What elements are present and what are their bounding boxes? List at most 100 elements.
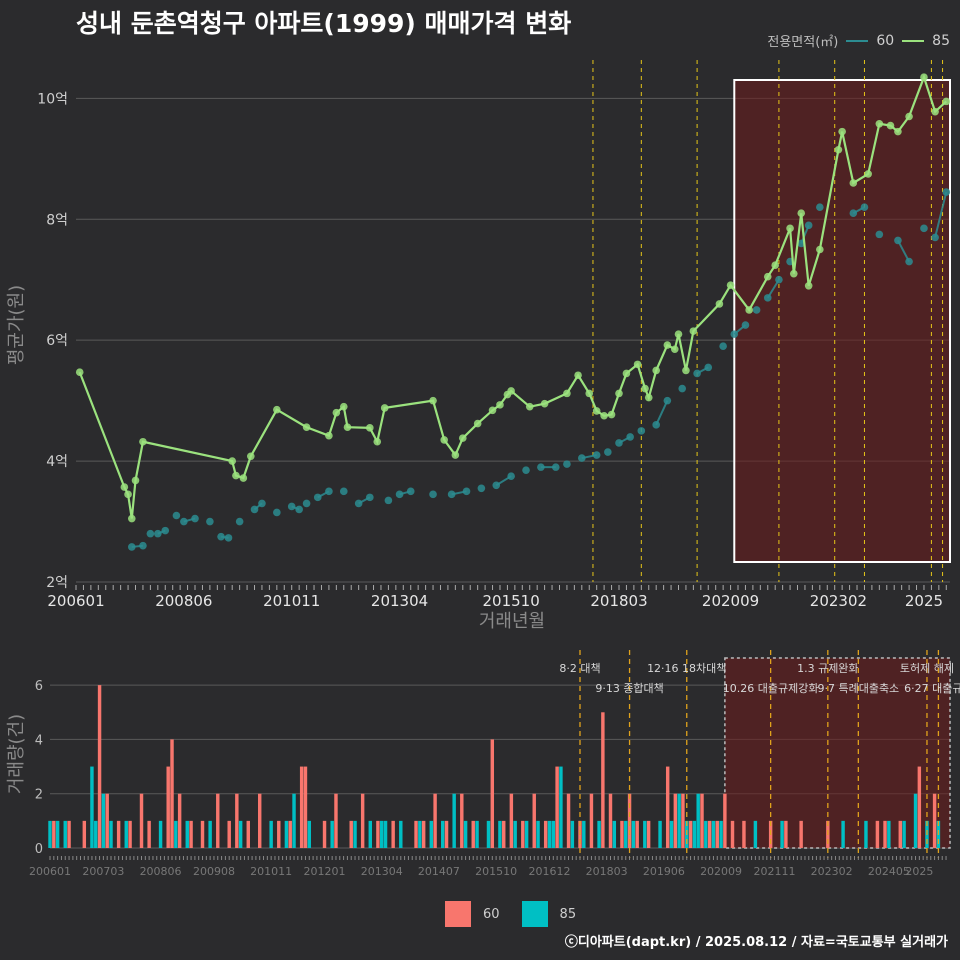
data-point-85 [607, 410, 616, 419]
data-point-60 [563, 460, 571, 468]
legend-label-60: 60 [876, 32, 895, 49]
series-segment-60 [655, 400, 669, 426]
data-point-60 [931, 233, 939, 242]
data-point-60 [492, 481, 501, 490]
bar-85 [559, 766, 563, 848]
x-tick-label-top: 200601 [47, 592, 104, 610]
data-point-85 [622, 369, 631, 378]
data-point-85 [120, 483, 129, 491]
data-point-60 [522, 466, 530, 474]
data-point-60 [354, 499, 363, 508]
data-point-60 [127, 543, 136, 551]
bar-60 [235, 793, 239, 848]
data-point-60 [287, 502, 296, 511]
series-segment-60 [495, 475, 512, 487]
data-point-60 [894, 236, 902, 245]
data-point-60 [719, 342, 727, 351]
bar-60 [665, 766, 670, 848]
x-tick-label-top: 202009 [702, 592, 759, 610]
bar-60 [875, 820, 880, 848]
bar-60 [139, 793, 144, 848]
bar-85 [174, 820, 178, 848]
bar-85 [936, 820, 941, 848]
bar-85 [570, 820, 575, 848]
bar-60 [502, 820, 506, 848]
data-point-85 [905, 112, 913, 121]
data-point-60 [258, 499, 266, 508]
x-tick-label-top: 200806 [155, 592, 212, 610]
legend-bottom: 60 85 [445, 901, 576, 927]
data-point-85 [525, 402, 534, 411]
bar-85 [330, 820, 334, 848]
data-point-60 [447, 490, 456, 499]
bar-60 [227, 820, 231, 848]
data-point-85 [563, 389, 571, 398]
data-point-60 [250, 505, 259, 514]
data-point-60 [395, 490, 404, 499]
data-point-85 [789, 269, 798, 278]
data-point-85 [343, 423, 352, 432]
y-tick-label-top: 4억 [46, 454, 68, 470]
data-point-85 [633, 360, 642, 369]
bar-85 [63, 820, 67, 848]
data-point-60 [626, 433, 634, 441]
data-point-85 [745, 306, 753, 314]
x-tick-label-top: 202302 [810, 592, 867, 610]
data-point-85 [670, 345, 679, 354]
series-segment-60 [618, 436, 631, 444]
bar-85 [582, 820, 586, 848]
x-tick-label-top: 2025 [905, 592, 943, 610]
data-point-85 [886, 121, 895, 130]
x-tick-label-top: 201304 [371, 592, 428, 610]
bar-85 [925, 820, 929, 848]
data-point-85 [75, 368, 84, 377]
data-point-60 [637, 427, 646, 435]
bar-85 [631, 820, 636, 848]
bar-60 [216, 793, 220, 848]
data-point-85 [429, 396, 437, 405]
data-point-85 [804, 281, 813, 290]
bar-85 [380, 820, 384, 848]
data-point-85 [440, 436, 448, 444]
data-point-60 [180, 517, 188, 526]
x-tick-label-bottom: 201612 [528, 865, 570, 878]
data-point-60 [730, 330, 739, 338]
bar-60 [414, 820, 418, 848]
data-point-60 [763, 294, 772, 302]
bar-85 [101, 793, 106, 848]
bar-85 [704, 820, 708, 848]
bar-85 [624, 820, 628, 848]
x-tick-label-bottom: 200806 [140, 865, 182, 878]
bar-60 [601, 712, 605, 848]
bar-60 [391, 820, 395, 848]
bar-60 [421, 820, 426, 848]
data-point-60 [273, 508, 281, 517]
y-tick-label-top: 8억 [46, 212, 68, 228]
data-point-60 [775, 275, 783, 284]
data-point-85 [931, 107, 939, 116]
legend-bottom-label-60: 60 [483, 906, 500, 922]
data-point-60 [537, 463, 545, 471]
data-point-85 [875, 119, 884, 128]
series-segment-60 [766, 279, 780, 299]
bar-85 [109, 820, 113, 848]
data-point-60 [224, 534, 233, 542]
bar-60 [177, 793, 182, 848]
y-tick-label-top: 2억 [46, 575, 68, 591]
data-point-60 [786, 257, 794, 266]
bar-60 [490, 739, 495, 848]
data-point-60 [860, 203, 869, 211]
data-point-85 [232, 471, 240, 480]
data-point-85 [864, 170, 872, 178]
bar-85 [368, 820, 373, 848]
bar-85 [692, 820, 697, 848]
data-point-60 [752, 306, 761, 314]
data-point-85 [663, 341, 672, 349]
series-segment-60 [897, 239, 910, 263]
data-point-60 [704, 363, 713, 372]
data-point-85 [715, 300, 724, 308]
bar-85 [498, 820, 502, 848]
data-point-60 [146, 529, 155, 538]
bar-85 [90, 766, 94, 848]
bar-85 [208, 820, 212, 848]
